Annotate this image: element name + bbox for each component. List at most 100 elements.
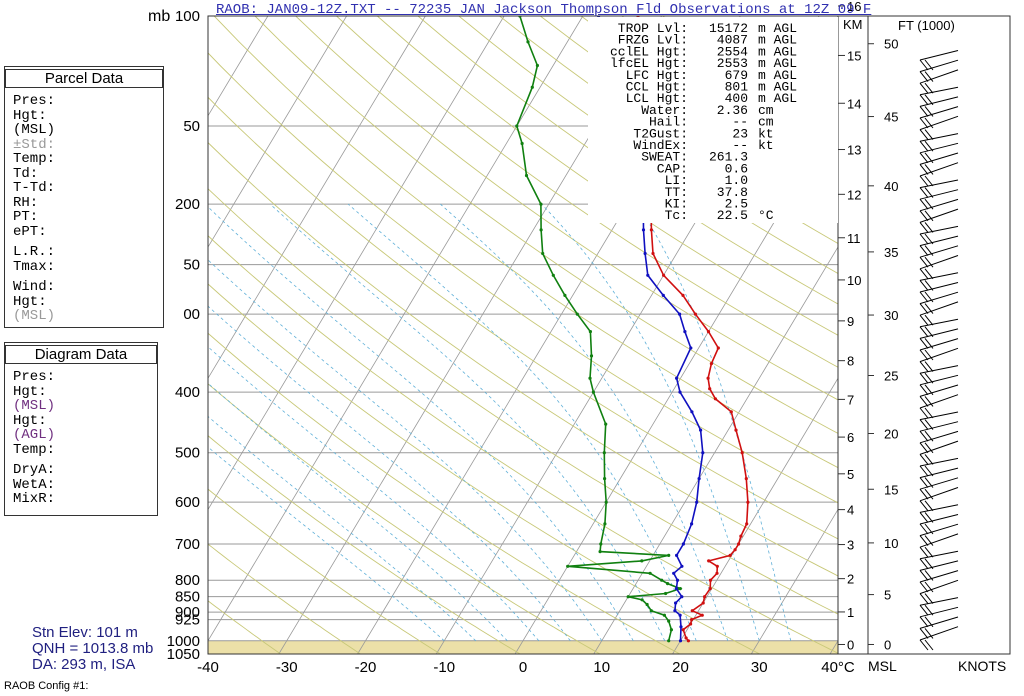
panel-row-label: Hgt: [13,412,47,429]
wind-barb-flag [919,280,929,291]
chart-title: RAOB: JAN09-12Z.TXT -- 72235 JAN Jackson… [216,2,872,18]
temperature-point [649,228,654,232]
moist-adiabat [208,346,540,642]
wind-barb-flag [919,314,929,326]
wind-barb-flag [919,129,929,140]
moist-adiabat [208,206,634,641]
temperature-point [651,251,655,256]
panel-row-label: Pres: [13,369,56,385]
dewpoint-point [603,522,607,526]
x-tick-label: -10 [433,659,455,676]
x-tick-label: 10 [593,659,610,676]
parcel-point [678,613,682,617]
wind-barb-flag [919,245,929,256]
dewpoint-point [515,124,519,128]
ft-axis-label: FT (1000) [898,18,955,33]
wind-barb-flag [924,140,934,152]
panel-row-label: Temp: [13,151,56,167]
diagram-background [208,640,838,654]
temperature-point [690,609,694,613]
index-label: KI: [665,197,688,212]
wind-barb-flag [919,152,929,164]
wind-barb-flag [919,639,929,651]
index-label: WindEx: [633,138,688,153]
parcel-point [673,609,677,613]
wind-barb-flag [924,628,934,639]
index-value: 37.8 [717,185,748,200]
panel-row-label: (MSL) [13,122,56,138]
dewpoint-point [667,619,671,623]
wind-barb-flag [919,454,929,465]
temperature-point [708,587,712,591]
km-tick-label: 16 [847,0,861,14]
wind-barb-flag [924,338,934,349]
wind-barb-flag [924,106,934,117]
panel-row-label: DryA: [13,462,56,478]
parcel-point [646,273,650,277]
temperature-point [715,564,719,568]
axes: -40 -30 -20 -10 0 10 20 30 40°C10050200500040050… [167,8,855,676]
diagram-data-panel[interactable]: Diagram Data Pres: Hgt: (MSL) Hgt: (AGL) Temp… [4,342,158,516]
temperature-point [708,387,712,391]
panel-row-label: (AGL) [13,427,56,443]
temperature-point [740,451,744,455]
wind-barb [919,59,959,73]
wind-barb [919,477,959,490]
indices-background [588,17,838,223]
wind-barb [919,514,959,525]
dry-adiabat [208,141,838,577]
wind-barb [919,142,959,154]
km-tick-label: 8 [847,354,854,369]
wind-barb [919,225,959,235]
index-label: CCL Hgt: [626,80,688,95]
wind-barb-flag [924,152,934,164]
dewpoint-point [626,595,630,599]
parcel-point [675,376,679,380]
temperature-point [734,428,738,432]
index-value: 2553 [717,56,748,71]
wind-barb [919,115,959,131]
wind-barb [919,96,959,107]
km-tick-label: 4 [847,503,854,518]
dewpoint-point [604,500,608,504]
wind-barb-flag [919,338,929,349]
station-qnh: QNH = 1013.8 mb [32,640,154,657]
dewpoint-point [599,542,603,546]
wind-barb [919,347,959,363]
wind-barb-flag [924,639,934,651]
wind-barb-flag [919,349,929,361]
wind-barb [919,457,959,467]
parcel-point [661,293,665,297]
wind-barb-flag [919,94,929,106]
wind-barb [919,208,959,223]
wind-barb [919,162,959,177]
station-elevation: Stn Elev: 101 m [32,624,138,641]
parcel-point [675,578,680,582]
wind-barb-flag [924,430,934,442]
wind-barb [919,421,959,432]
panel-row-label: MixR: [13,491,56,507]
wind-barb-flag [919,407,929,419]
wind-barb [919,245,959,258]
wind-barb-flag [924,488,934,500]
wind-barb-flag [924,604,934,616]
index-label: TROP Lvl: [618,21,688,36]
index-unit: kt [758,126,774,141]
index-value: 1.0 [725,173,748,188]
km-tick-label: 1 [847,605,854,620]
wind-barb-flag [919,616,929,628]
panel-row-label: (MSL) [13,308,56,324]
parcel-data-panel[interactable]: Parcel Data Pres: Hgt: (MSL) ±Std: Temp: Td: T… [4,66,164,328]
parcel-point [641,228,646,232]
wind-barb-flag [924,372,934,384]
isotherm [750,508,838,654]
wind-barb-flag [924,349,934,361]
parcel-point [683,330,687,334]
wind-barb-flag [919,303,929,314]
parcel-point [674,601,678,605]
index-value: 2.36 [717,103,748,118]
temperature-point [690,618,694,622]
dewpoint-point [664,591,668,596]
